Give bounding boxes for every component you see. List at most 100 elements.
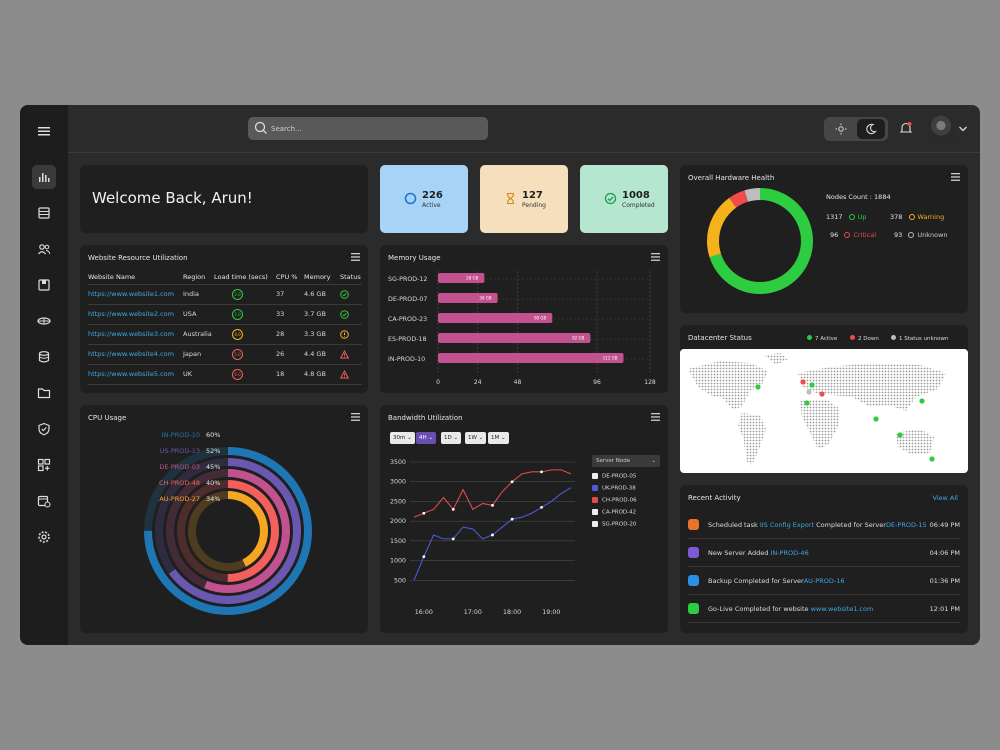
activity-item[interactable]: New Server Added IN-PROD-46 04:06 PM [688,539,960,567]
datacenter-marker[interactable] [873,416,879,422]
sidebar-item-schedule[interactable] [32,489,56,513]
checkbox[interactable] [592,473,598,479]
data-point [491,503,494,507]
menu-icon[interactable] [651,413,660,421]
stat-card-completed[interactable]: 1008 Completed [580,165,668,233]
bandwidth-line-chart: 500 1000 1500 2000 2500 3000 3500 16:00 17:00 18:… [390,459,575,616]
series-value-label: 45% [206,463,220,471]
alert-triangle-icon [340,369,349,378]
sidebar-item-users[interactable] [32,237,56,261]
menu-icon[interactable] [951,173,960,181]
table-row[interactable]: https://www.website4.com Japan 5.0 26 4.… [88,344,362,365]
warning-circle-icon [340,329,349,339]
activity-time: 01:36 PM [929,577,960,585]
search-input[interactable] [271,117,471,140]
card-title: Website Resource Utilization [88,254,188,262]
datacenter-marker[interactable] [804,400,810,406]
continent-eurasia [798,363,946,411]
check-circle-icon [340,289,349,299]
stat-card-active[interactable]: 226 Active [380,165,468,233]
sidebar-item-settings[interactable] [32,525,56,549]
activity-highlight[interactable]: AU-PROD-16 [803,577,845,585]
datacenter-marker[interactable] [806,389,812,395]
sidebar-item-servers[interactable] [32,201,56,225]
theme-toggle[interactable] [824,117,888,141]
bar-value-label: 28 GB [466,276,478,281]
activity-time: 06:49 PM [929,521,960,529]
search-box[interactable] [248,117,488,140]
sidebar-item-storage[interactable] [32,273,56,297]
region-cell: Australia [183,324,214,345]
table-row[interactable]: https://www.website1.com India 2.0 37 4.… [88,284,362,305]
website-link[interactable]: https://www.website5.com [88,364,183,385]
hourglass-icon [506,192,515,205]
checkbox[interactable] [592,521,598,527]
menu-icon[interactable] [351,253,360,261]
chevron-down-icon[interactable] [958,125,968,133]
website-link[interactable]: https://www.website4.com [88,344,183,365]
status-dot-icon [850,335,855,340]
server-node-option[interactable]: DE-PROD-05 [592,473,636,480]
table-row[interactable]: https://www.website3.com Australia 4.0 2… [88,324,362,345]
range-chip-1w[interactable]: 1W ⌄ [465,432,487,444]
sidebar-item-network[interactable] [32,309,56,333]
activity-highlight[interactable]: DE-PROD-15 [885,521,927,529]
sidebar-item-security[interactable] [32,417,56,441]
stat-label: Completed [622,202,655,209]
checkbox[interactable] [592,497,598,503]
region-cell: USA [183,304,214,325]
server-node-option[interactable]: UK-PROD-38 [592,485,636,492]
datacenter-marker[interactable] [809,382,815,388]
datacenter-marker[interactable] [800,379,806,385]
activity-highlight[interactable]: IN-PROD-46 [770,549,809,557]
cpu-radial-chart: IN-PROD-10 60% US-PROD-13 52% DE-PROD-03 45% C… [144,431,312,615]
server-node-select[interactable]: Server Node ⌄ [592,455,660,467]
node-label: CH-PROD-06 [602,497,637,504]
range-chip-1d[interactable]: 1D ⌄ [441,432,462,444]
checkbox[interactable] [592,485,598,491]
cpu-cell: 26 [276,344,304,365]
range-chip-30m[interactable]: 30m ⌄ [390,432,415,444]
activity-highlight[interactable]: IIS Config Export [759,521,815,529]
y-tick-label: 500 [394,577,406,584]
sidebar-item-files[interactable] [32,381,56,405]
recent-activity-card: Recent Activity View All Scheduled task … [680,485,968,633]
light-mode-button[interactable] [827,119,855,139]
activity-item[interactable]: Backup Completed for ServerAU-PROD-16 01… [688,567,960,595]
world-map[interactable] [680,349,968,473]
table-row[interactable]: https://www.website2.com USA 2.0 33 3.7 … [88,304,362,325]
menu-icon[interactable] [351,413,360,421]
sidebar-item-database[interactable] [32,345,56,369]
datacenter-marker[interactable] [919,398,925,404]
website-link[interactable]: https://www.website2.com [88,304,183,325]
checkbox[interactable] [592,509,598,515]
dark-mode-button[interactable] [857,119,885,139]
sidebar-item-dashboard[interactable] [32,165,56,189]
server-node-option[interactable]: SG-PROD-20 [592,521,636,528]
notification-bell-icon[interactable] [899,121,913,135]
activity-item[interactable]: Scheduled task IIS Config Export Complet… [688,511,960,539]
avatar[interactable] [926,115,956,145]
server-node-option[interactable]: CA-PROD-42 [592,509,636,516]
hamburger-menu-icon[interactable] [32,119,56,143]
sidebar-item-add-widget[interactable] [32,453,56,477]
datacenter-marker[interactable] [897,432,903,438]
range-chip-4h[interactable]: 4H ⌄ [416,432,436,444]
website-link[interactable]: https://www.website1.com [88,284,183,305]
datacenter-marker[interactable] [755,384,761,390]
website-link[interactable]: https://www.website3.com [88,324,183,345]
series-label: DE-PROD-03 [159,463,200,471]
range-chip-1m[interactable]: 1M ⌄ [488,432,509,444]
server-node-option[interactable]: CH-PROD-06 [592,497,637,504]
menu-icon[interactable] [651,253,660,261]
datacenter-marker[interactable] [929,456,935,462]
activity-highlight[interactable]: www.website1.com [810,605,874,613]
view-all-link[interactable]: View All [932,494,958,502]
table-row[interactable]: https://www.website5.com UK 6.0 18 4.8 G… [88,364,362,385]
memory-usage-card: Memory Usage 0 24 48 96 128 SG-PROD-12 28 GB DE… [380,245,668,393]
activity-item[interactable]: Go-Live Completed for website www.websit… [688,595,960,623]
stat-card-pending[interactable]: 127 Pending [480,165,568,233]
status-cell [340,324,362,345]
datacenter-marker[interactable] [819,391,825,397]
activity-text-part: Backup Completed for Server [708,577,804,585]
